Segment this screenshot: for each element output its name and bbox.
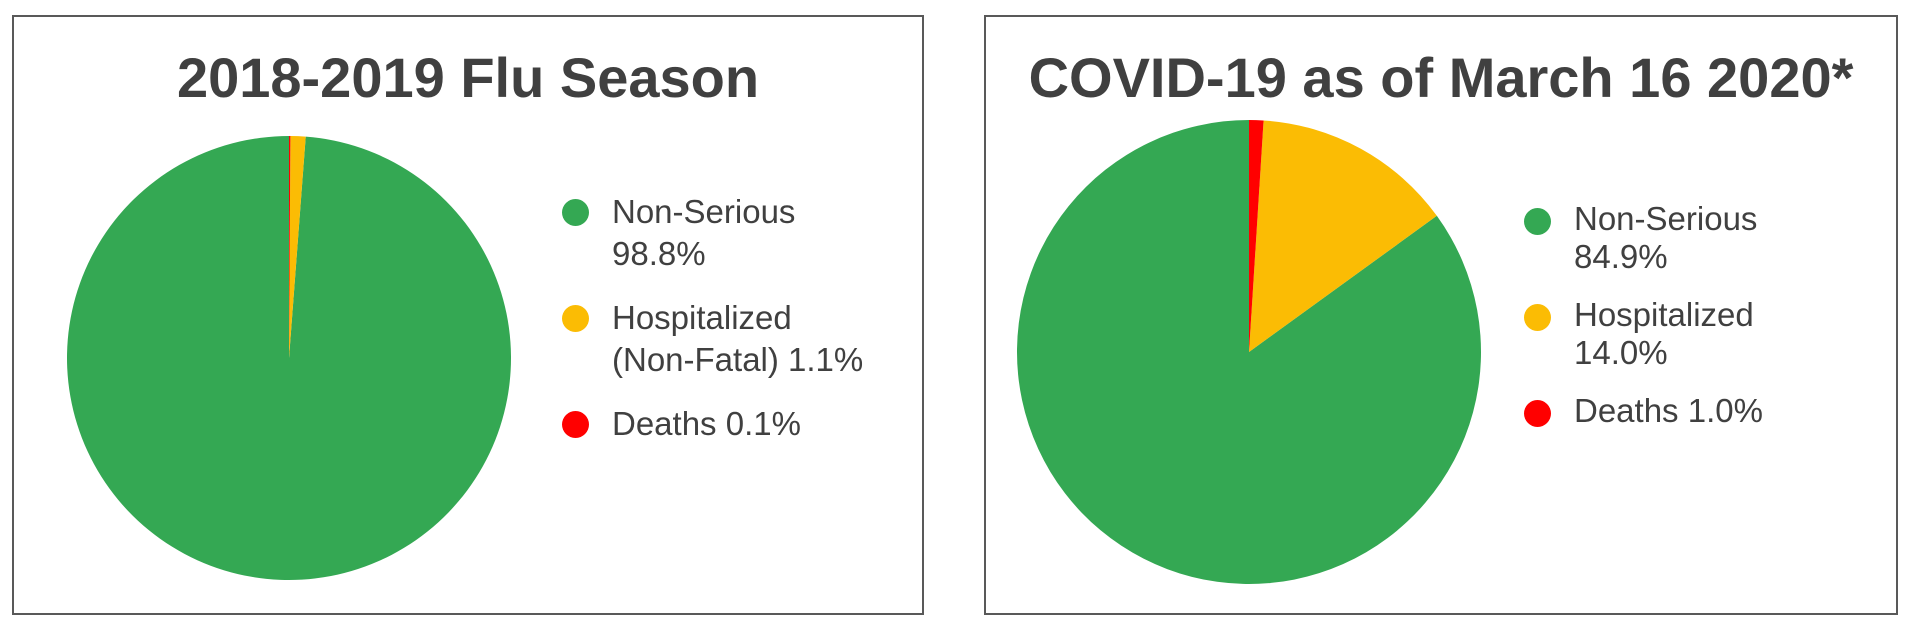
legend-marker bbox=[562, 411, 589, 438]
pie-slice-hospitalized bbox=[1249, 120, 1437, 353]
pie-slice-non-serious bbox=[67, 136, 512, 580]
covid-pie-chart bbox=[1017, 120, 1481, 584]
flu-pie-chart bbox=[67, 136, 512, 580]
legend-marker bbox=[1524, 400, 1551, 427]
chart-title: 2018-2019 Flu Season bbox=[176, 46, 760, 109]
legend-item: Non-Serious 84.9% bbox=[1524, 200, 1763, 276]
pie-slice-deaths bbox=[1249, 120, 1264, 352]
chart-title: COVID-19 as of March 16 2020* bbox=[1028, 46, 1854, 109]
legend-label: 84.9% bbox=[1574, 238, 1668, 275]
legend-label: Hospitalized bbox=[1574, 296, 1754, 333]
legend-label: (Non-Fatal) 1.1% bbox=[612, 341, 864, 378]
legend-item: Hospitalized 14.0% bbox=[1524, 296, 1763, 372]
legend-label: Non-Serious bbox=[1574, 200, 1758, 237]
legend-item: Deaths 0.1% bbox=[562, 403, 863, 445]
flu-season-chart-panel: 2018-2019 Flu Season Non-Serious 98.8% Hos… bbox=[12, 15, 924, 615]
pie-slice-deaths bbox=[289, 136, 291, 358]
legend-marker bbox=[1524, 208, 1551, 235]
legend-label: Non-Serious bbox=[612, 193, 796, 230]
covid-legend: Non-Serious 84.9% Hospitalized 14.0% Deaths … bbox=[1524, 200, 1763, 450]
flu-legend: Non-Serious 98.8% Hospitalized (Non-Fatal) … bbox=[562, 191, 863, 467]
legend-marker bbox=[1524, 304, 1551, 331]
legend-item: Deaths 1.0% bbox=[1524, 392, 1763, 430]
legend-label: Hospitalized bbox=[612, 299, 792, 336]
legend-label: 14.0% bbox=[1574, 334, 1668, 371]
legend-label: Deaths 0.1% bbox=[612, 405, 801, 442]
legend-item: Hospitalized (Non-Fatal) 1.1% bbox=[562, 297, 863, 381]
legend-label: 98.8% bbox=[612, 235, 706, 272]
covid-chart-panel: COVID-19 as of March 16 2020* Non-Seriou… bbox=[984, 15, 1898, 615]
pie-slice-hospitalized-non-fatal bbox=[289, 136, 306, 358]
legend-item: Non-Serious 98.8% bbox=[562, 191, 863, 275]
legend-label: Deaths 1.0% bbox=[1574, 392, 1763, 429]
legend-marker bbox=[562, 199, 589, 226]
legend-marker bbox=[562, 305, 589, 332]
